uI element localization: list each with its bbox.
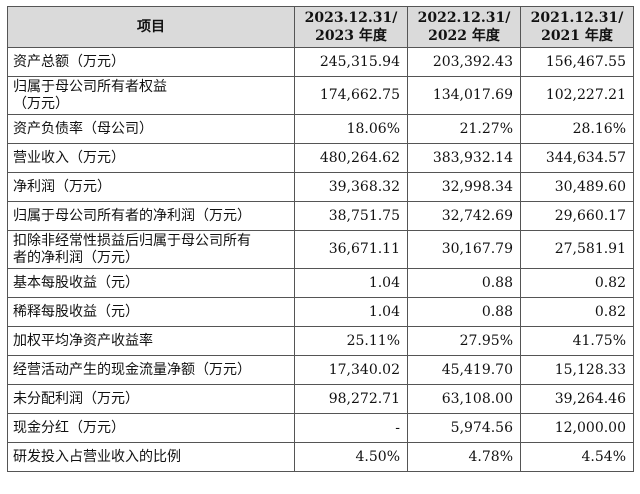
header-2023-date: 2023.12.31/: [304, 10, 398, 26]
row-label: 未分配利润（万元）: [7, 384, 295, 414]
row-label-text: 经营活动产生的现金流量净额（万元）: [13, 361, 251, 378]
financial-table-container: 项目 2023.12.31/ 2023 年度 2022.12.31/ 2022 …: [7, 6, 634, 472]
row-label-text: 基本每股收益（元）: [13, 274, 139, 291]
cell-2022: 134,017.69: [407, 76, 521, 115]
table-row: 营业收入（万元） 480,264.62 383,932.14 344,634.57: [7, 143, 634, 173]
cell-2022: 383,932.14: [407, 143, 521, 173]
header-2022-year: 2022 年度: [428, 28, 500, 44]
cell-2022: 21.27%: [407, 114, 521, 144]
cell-2021: 30,489.60: [520, 172, 634, 202]
cell-2023: 174,662.75: [294, 76, 408, 115]
header-2021-date: 2021.12.31/: [530, 10, 624, 26]
row-label-text: 归属于母公司所有者权益: [13, 78, 167, 95]
cell-2023: 4.50%: [294, 442, 408, 472]
cell-2022: 63,108.00: [407, 384, 521, 414]
header-item: 项目: [7, 6, 295, 48]
cell-2023: 480,264.62: [294, 143, 408, 173]
row-label: 加权平均净资产收益率: [7, 326, 295, 356]
row-label-text: 归属于母公司所有者的净利润（万元）: [13, 207, 251, 224]
row-label: 经营活动产生的现金流量净额（万元）: [7, 355, 295, 385]
cell-2022: 45,419.70: [407, 355, 521, 385]
cell-2022: 32,998.34: [407, 172, 521, 202]
cell-2023: 36,671.11: [294, 230, 408, 269]
cell-2021: 344,634.57: [520, 143, 634, 173]
row-label-text: 营业收入（万元）: [13, 149, 125, 166]
table-row: 归属于母公司所有者的净利润（万元） 38,751.75 32,742.69 29,66…: [7, 201, 634, 231]
cell-2023: 39,368.32: [294, 172, 408, 202]
row-label: 净利润（万元）: [7, 172, 295, 202]
cell-2021: 28.16%: [520, 114, 634, 144]
header-2022-date: 2022.12.31/: [417, 10, 511, 26]
cell-2021: 39,264.46: [520, 384, 634, 414]
row-label: 现金分红（万元）: [7, 413, 295, 443]
table-row: 净利润（万元） 39,368.32 32,998.34 30,489.60: [7, 172, 634, 202]
table-row: 基本每股收益（元） 1.04 0.88 0.82: [7, 268, 634, 298]
cell-2021: 27,581.91: [520, 230, 634, 269]
cell-2021: 4.54%: [520, 442, 634, 472]
cell-2022: 5,974.56: [407, 413, 521, 443]
cell-2021: 156,467.55: [520, 47, 634, 77]
cell-2021: 12,000.00: [520, 413, 634, 443]
row-label-text: 未分配利润（万元）: [13, 390, 139, 407]
cell-2022: 32,742.69: [407, 201, 521, 231]
table-row: 经营活动产生的现金流量净额（万元） 17,340.02 45,419.70 15,12…: [7, 355, 634, 385]
row-label-text: 净利润（万元）: [13, 178, 111, 195]
table-row: 现金分红（万元） -5,974.56 12,000.00: [7, 413, 634, 443]
cell-2023: 1.04: [294, 297, 408, 327]
cell-2023: -: [294, 413, 408, 443]
header-2022: 2022.12.31/ 2022 年度: [407, 6, 521, 48]
row-label-text: 稀释每股收益（元）: [13, 303, 139, 320]
cell-2021: 0.82: [520, 268, 634, 298]
cell-2022: 203,392.43: [407, 47, 521, 77]
cell-2021: 0.82: [520, 297, 634, 327]
financial-summary-table: 项目 2023.12.31/ 2023 年度 2022.12.31/ 2022 …: [7, 6, 634, 472]
cell-2022: 0.88: [407, 297, 521, 327]
row-label-text: （万元）: [13, 95, 69, 112]
row-label: 基本每股收益（元）: [7, 268, 295, 298]
table-row: 稀释每股收益（元） 1.04 0.88 0.82: [7, 297, 634, 327]
row-label-text: 者的净利润（万元）: [13, 249, 139, 266]
row-label: 稀释每股收益（元）: [7, 297, 295, 327]
cell-2023: 245,315.94: [294, 47, 408, 77]
row-label-text: 资产总额（万元）: [13, 53, 125, 70]
table-header-row: 项目 2023.12.31/ 2023 年度 2022.12.31/ 2022 …: [7, 6, 634, 48]
header-2021: 2021.12.31/ 2021 年度: [520, 6, 634, 48]
header-2023: 2023.12.31/ 2023 年度: [294, 6, 408, 48]
cell-2023: 1.04: [294, 268, 408, 298]
header-2021-year: 2021 年度: [541, 28, 613, 44]
row-label: 资产负债率（母公司）: [7, 114, 295, 144]
cell-2021: 15,128.33: [520, 355, 634, 385]
cell-2023: 25.11%: [294, 326, 408, 356]
cell-2021: 41.75%: [520, 326, 634, 356]
cell-2023: 98,272.71: [294, 384, 408, 414]
cell-2021: 29,660.17: [520, 201, 634, 231]
row-label-text: 资产负债率（母公司）: [13, 120, 153, 137]
row-label: 归属于母公司所有者的净利润（万元）: [7, 201, 295, 231]
cell-2023: 17,340.02: [294, 355, 408, 385]
cell-2022: 27.95%: [407, 326, 521, 356]
row-label-text: 现金分红（万元）: [13, 419, 125, 436]
row-label: 研发投入占营业收入的比例: [7, 442, 295, 472]
table-row: 加权平均净资产收益率 25.11% 27.95% 41.75%: [7, 326, 634, 356]
table-row: 扣除非经常性损益后归属于母公司所有 者的净利润（万元） 36,671.11 30,16…: [7, 230, 634, 269]
table-row: 归属于母公司所有者权益 （万元） 174,662.75 134,017.69 102,2…: [7, 76, 634, 115]
row-label: 资产总额（万元）: [7, 47, 295, 77]
cell-2023: 18.06%: [294, 114, 408, 144]
row-label-text: 研发投入占营业收入的比例: [13, 448, 181, 465]
cell-2022: 4.78%: [407, 442, 521, 472]
table-row: 未分配利润（万元） 98,272.71 63,108.00 39,264.46: [7, 384, 634, 414]
row-label-text: 加权平均净资产收益率: [13, 332, 153, 349]
row-label: 扣除非经常性损益后归属于母公司所有 者的净利润（万元）: [7, 230, 295, 269]
cell-2022: 30,167.79: [407, 230, 521, 269]
cell-2022: 0.88: [407, 268, 521, 298]
row-label-text: 扣除非经常性损益后归属于母公司所有: [13, 232, 251, 249]
cell-2023: 38,751.75: [294, 201, 408, 231]
table-row: 资产总额（万元） 245,315.94 203,392.43 156,467.55: [7, 47, 634, 77]
row-label: 营业收入（万元）: [7, 143, 295, 173]
header-2023-year: 2023 年度: [315, 28, 387, 44]
table-row: 资产负债率（母公司） 18.06% 21.27% 28.16%: [7, 114, 634, 144]
cell-2021: 102,227.21: [520, 76, 634, 115]
table-row: 研发投入占营业收入的比例 4.50% 4.78% 4.54%: [7, 442, 634, 472]
row-label: 归属于母公司所有者权益 （万元）: [7, 76, 295, 115]
